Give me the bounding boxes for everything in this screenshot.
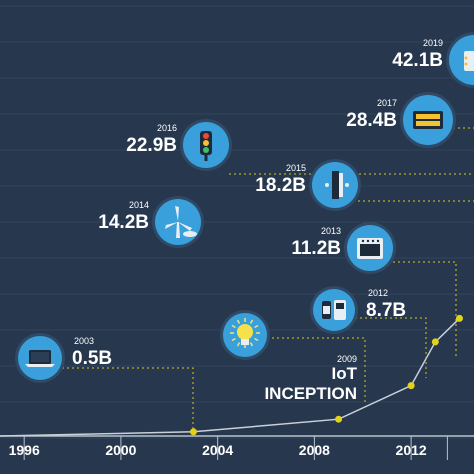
growth-curve-line: [0, 317, 461, 437]
x-tick-label: 2012: [396, 442, 427, 458]
leader-2012: [355, 317, 427, 378]
leader-2003: [62, 367, 194, 430]
year-label: 2013: [321, 226, 341, 236]
value-label: 14.2B: [98, 212, 149, 233]
smartwatch-icon: [322, 300, 346, 320]
year-label: 2017: [377, 98, 397, 108]
icon-circle: [449, 35, 474, 85]
year-label: 2015: [286, 163, 306, 173]
year-label: 2009: [337, 354, 357, 364]
curve-markers: [189, 314, 463, 436]
value-label: 11.2B: [291, 238, 341, 259]
wind-turbine-icon: [165, 206, 197, 238]
value-label: 42.1B: [392, 50, 443, 71]
value-label: 8.7B: [366, 300, 406, 321]
data-point-2009: [335, 415, 343, 423]
leader-2013: [393, 261, 457, 356]
year-label: 2003: [74, 336, 94, 346]
grid-lines: [0, 5, 474, 439]
year-label: 2012: [368, 288, 388, 298]
value-label: 18.2B: [255, 175, 306, 196]
smart-meter-icon: [325, 171, 349, 199]
lightbulb-icon: [230, 318, 260, 348]
data-point-2012: [407, 382, 415, 390]
milestone-2017: 2017 28.4B: [346, 92, 456, 148]
value-label: IoT: [332, 364, 358, 383]
year-label: 2016: [157, 123, 177, 133]
data-point-2003: [189, 428, 197, 436]
data-point-2013: [431, 338, 439, 346]
card-reader-icon: [413, 111, 443, 129]
laptop-icon: [25, 350, 55, 367]
x-tick-label: 2008: [299, 442, 330, 458]
milestone-2015: 2015 18.2B: [255, 159, 361, 211]
leader-2009: [267, 337, 366, 404]
x-tick-label: 2000: [105, 442, 136, 458]
oven-icon: [357, 238, 383, 259]
device-icon: [464, 51, 474, 71]
year-label: 2019: [423, 38, 443, 48]
value-label: 22.9B: [126, 135, 177, 156]
milestone-2012: 2012 8.7B: [310, 286, 406, 334]
milestone-2016: 2016 22.9B: [126, 119, 232, 171]
milestone-2014: 2014 14.2B: [98, 196, 204, 248]
milestone-2019: 2019 42.1B: [392, 32, 474, 88]
traffic-light-icon: [200, 131, 212, 161]
milestone-2003: 2003 0.5B: [15, 333, 112, 383]
milestone-2013: 2013 11.2B: [291, 222, 396, 274]
data-point-2014: [455, 314, 463, 322]
value-label-2: INCEPTION: [264, 384, 357, 403]
leader-lines: [62, 127, 474, 430]
x-tick-label: 1996: [9, 442, 40, 458]
value-label: 0.5B: [72, 348, 112, 369]
value-label: 28.4B: [346, 110, 397, 131]
x-tick-label: 2004: [202, 442, 233, 458]
year-label: 2014: [129, 200, 149, 210]
